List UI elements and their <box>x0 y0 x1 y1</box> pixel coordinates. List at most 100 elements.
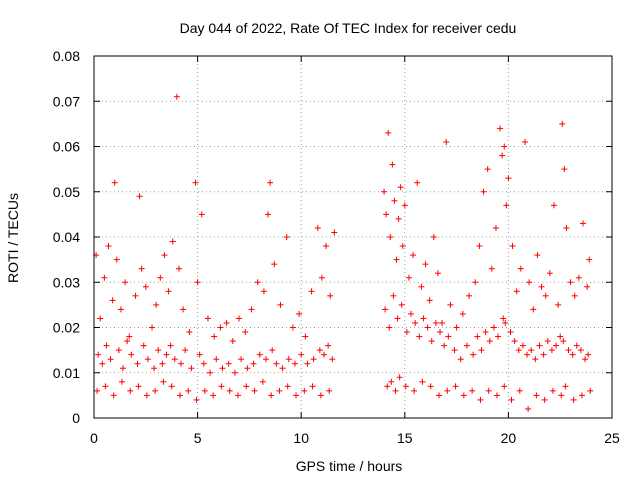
data-point-plus-marker <box>291 360 298 367</box>
data-point-plus-marker <box>428 338 435 345</box>
data-point-plus-marker <box>399 243 406 250</box>
data-point-plus-marker <box>517 265 524 272</box>
data-point-plus-marker <box>530 306 537 313</box>
data-point-plus-marker <box>218 383 225 390</box>
data-point-plus-marker <box>210 392 217 399</box>
data-point-plus-marker <box>573 342 580 349</box>
data-point-plus-marker <box>422 261 429 268</box>
data-point-plus-marker <box>293 392 300 399</box>
data-point-plus-marker <box>569 351 576 358</box>
data-point-plus-marker <box>540 351 547 358</box>
data-point-plus-marker <box>474 333 481 340</box>
data-point-plus-marker <box>396 374 403 381</box>
x-tick-label: 20 <box>501 430 517 446</box>
data-point-plus-marker <box>524 351 531 358</box>
data-points <box>93 93 594 412</box>
data-point-plus-marker <box>557 333 564 340</box>
data-point-plus-marker <box>426 297 433 304</box>
data-point-plus-marker <box>180 306 187 313</box>
data-point-plus-marker <box>586 256 593 263</box>
data-point-plus-marker <box>267 179 274 186</box>
data-point-plus-marker <box>102 383 109 390</box>
data-point-plus-marker <box>327 292 334 299</box>
data-point-plus-marker <box>542 292 549 299</box>
data-point-plus-marker <box>519 342 526 349</box>
data-point-plus-marker <box>560 338 567 345</box>
data-point-plus-marker <box>176 392 183 399</box>
data-point-plus-marker <box>505 175 512 182</box>
data-point-plus-marker <box>301 387 308 394</box>
data-point-plus-marker <box>476 243 483 250</box>
data-point-plus-marker <box>314 224 321 231</box>
data-point-plus-marker <box>155 347 162 354</box>
data-point-plus-marker <box>213 356 220 363</box>
data-point-plus-marker <box>262 356 269 363</box>
data-point-plus-marker <box>445 333 452 340</box>
data-point-plus-marker <box>470 351 477 358</box>
data-point-plus-marker <box>284 383 291 390</box>
data-point-plus-marker <box>168 383 175 390</box>
data-point-plus-marker <box>381 188 388 195</box>
data-point-plus-marker <box>565 347 572 354</box>
data-point-plus-marker <box>120 365 127 372</box>
data-point-plus-marker <box>389 161 396 168</box>
x-tick-label: 10 <box>293 430 309 446</box>
data-point-plus-marker <box>398 301 405 308</box>
data-point-plus-marker <box>161 252 168 259</box>
data-point-plus-marker <box>256 351 263 358</box>
data-point-plus-marker <box>501 143 508 150</box>
data-point-plus-marker <box>414 179 421 186</box>
data-point-plus-marker <box>420 315 427 322</box>
data-point-plus-marker <box>143 392 150 399</box>
data-point-plus-marker <box>447 301 454 308</box>
data-point-plus-marker <box>411 387 418 394</box>
data-point-plus-marker <box>430 234 437 240</box>
data-point-plus-marker <box>419 378 426 385</box>
grid-lines <box>94 56 612 418</box>
data-point-plus-marker <box>549 387 556 394</box>
data-point-plus-marker <box>101 274 108 281</box>
data-point-plus-marker <box>553 342 560 349</box>
data-point-plus-marker <box>289 324 296 331</box>
data-point-plus-marker <box>188 365 195 372</box>
data-point-plus-marker <box>109 297 116 304</box>
data-point-plus-marker <box>412 319 419 326</box>
data-point-plus-marker <box>304 360 311 367</box>
y-axis: 0 0.01 0.02 0.03 0.04 0.05 0.06 0.07 0.08 <box>53 48 612 426</box>
data-point-plus-marker <box>405 274 412 281</box>
data-point-plus-marker <box>508 396 515 403</box>
data-point-plus-marker <box>153 301 160 308</box>
data-point-plus-marker <box>500 315 507 322</box>
data-point-plus-marker <box>316 347 323 354</box>
data-point-plus-marker <box>384 383 391 390</box>
data-point-plus-marker <box>559 120 566 127</box>
y-tick-label: 0 <box>72 410 80 426</box>
data-point-plus-marker <box>229 338 236 345</box>
data-point-plus-marker <box>453 324 460 331</box>
data-point-plus-marker <box>387 234 394 240</box>
data-point-plus-marker <box>561 166 568 173</box>
data-point-plus-marker <box>142 283 149 290</box>
data-point-plus-marker <box>152 387 159 394</box>
data-point-plus-marker <box>492 224 499 231</box>
y-tick-label: 0.01 <box>53 365 80 381</box>
data-point-plus-marker <box>248 306 255 313</box>
data-point-plus-marker <box>578 392 585 399</box>
data-point-plus-marker <box>486 338 493 345</box>
data-point-plus-marker <box>279 365 286 372</box>
data-point-plus-marker <box>563 224 570 231</box>
y-tick-label: 0.02 <box>53 320 80 336</box>
x-axis-label: GPS time / hours <box>296 458 403 474</box>
data-point-plus-marker <box>201 387 208 394</box>
data-point-plus-marker <box>159 360 166 367</box>
data-point-plus-marker <box>192 179 199 186</box>
data-point-plus-marker <box>269 347 276 354</box>
data-point-plus-marker <box>167 342 174 349</box>
data-point-plus-marker <box>260 288 267 295</box>
data-point-plus-marker <box>207 369 214 376</box>
x-tick-label: 0 <box>90 430 98 446</box>
data-point-plus-marker <box>395 215 402 222</box>
data-point-plus-marker <box>285 356 292 363</box>
data-point-plus-marker <box>94 387 101 394</box>
y-tick-label: 0.07 <box>53 93 80 109</box>
